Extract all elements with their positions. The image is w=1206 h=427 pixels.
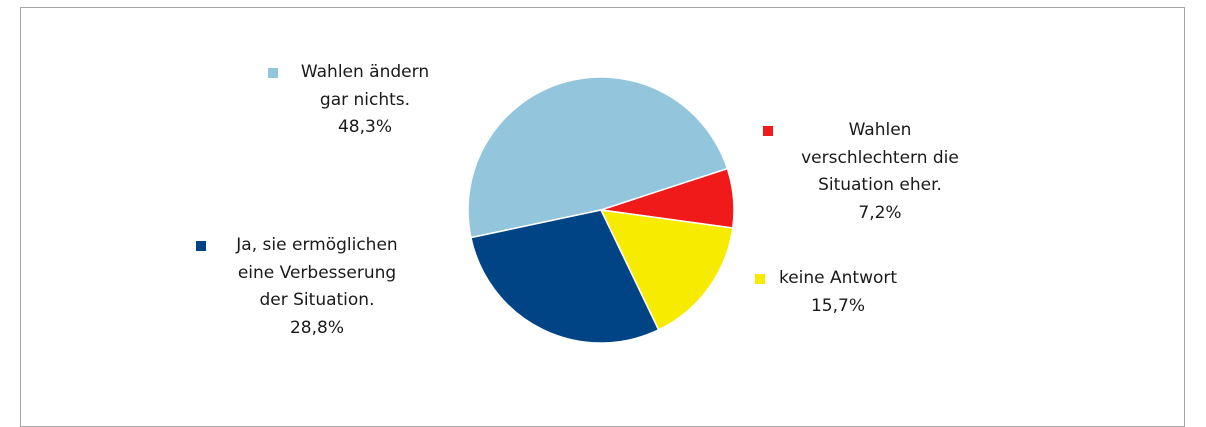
legend-swatch [268, 68, 278, 78]
category-label: Wahlen ändern gar nichts. [300, 62, 430, 110]
data-label: Wahlen verschlechtern die Situation eher… [800, 117, 960, 227]
pie-slice [599, 209, 734, 331]
pie-slice [467, 76, 729, 239]
value-label: 15,7% [810, 295, 865, 316]
value-label: 7,2% [858, 202, 902, 223]
legend-swatch [196, 241, 206, 251]
category-label: keine Antwort [778, 268, 898, 288]
value-label: 28,8% [289, 317, 344, 338]
category-label: Wahlen verschlechtern die Situation eher… [801, 120, 959, 195]
legend-swatch [763, 126, 773, 136]
category-label: Ja, sie ermöglichen eine Verbesserung de… [236, 235, 398, 310]
legend-swatch [755, 274, 765, 284]
data-label: Ja, sie ermöglichen eine Verbesserung de… [232, 232, 402, 342]
chart [467, 76, 735, 344]
page: {"chart_data": {"type": "pie", "categori… [20, 7, 1185, 427]
data-label: Wahlen ändern gar nichts. 48,3% [285, 59, 445, 142]
pie-slice [470, 209, 660, 344]
value-label: 48,3% [337, 117, 392, 137]
data-label: keine Antwort 15,7% [763, 265, 913, 320]
